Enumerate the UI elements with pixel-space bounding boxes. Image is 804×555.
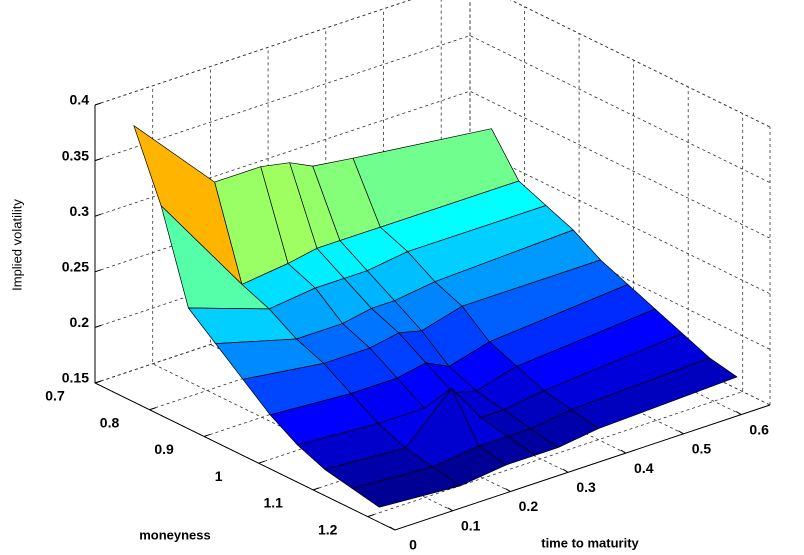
x-tick-label: 0.5 <box>692 441 712 457</box>
z-tick-label: 0.4 <box>70 92 90 108</box>
z-tick-label: 0.2 <box>70 314 90 330</box>
x-axis-label: time to maturity <box>541 535 639 550</box>
y-tick <box>258 460 265 464</box>
y-tick-label: 0.9 <box>154 441 174 457</box>
z-tick-label: 0.35 <box>62 147 89 163</box>
grid-line <box>94 201 771 350</box>
z-tick <box>94 213 102 217</box>
box-edge <box>94 0 771 128</box>
y-tick-label: 1.1 <box>263 495 283 511</box>
z-tick <box>94 102 102 106</box>
grid-line <box>94 146 771 295</box>
y-tick <box>367 514 374 518</box>
x-tick-label: 0.3 <box>576 479 596 495</box>
x-tick-label: 0 <box>409 537 417 553</box>
x-tick <box>505 488 511 492</box>
x-tick-label: 0.2 <box>519 498 539 514</box>
x-tick <box>447 507 453 512</box>
z-tick <box>94 158 102 162</box>
surface-face <box>351 466 461 508</box>
y-tick-label: 0.7 <box>45 388 65 404</box>
x-tick-label: 0.4 <box>634 460 654 476</box>
x-tick <box>562 468 569 473</box>
y-tick-label: 1 <box>215 468 223 484</box>
grid-line <box>94 35 771 183</box>
z-tick-label: 0.3 <box>70 203 90 219</box>
y-tick-label: 1.2 <box>318 521 338 537</box>
y-tick <box>149 407 156 411</box>
x-tick <box>620 449 627 454</box>
axis-line <box>94 105 771 531</box>
x-tick <box>678 430 684 435</box>
y-tick <box>94 380 102 384</box>
y-tick-label: 0.8 <box>100 414 120 430</box>
x-tick-label: 0.1 <box>461 517 481 533</box>
x-tick <box>735 411 742 416</box>
z-tick <box>94 269 102 273</box>
z-axis-label: Implied volatility <box>9 199 24 291</box>
z-tick-label: 0.15 <box>62 370 89 386</box>
y-tick <box>313 487 320 491</box>
x-tick-label: 0.6 <box>749 421 769 437</box>
grid-line <box>94 90 771 239</box>
grid-line <box>94 0 771 128</box>
y-axis-label: moneyness <box>139 527 211 542</box>
x-tick <box>389 526 396 531</box>
z-tick <box>94 324 102 328</box>
y-tick <box>203 433 211 437</box>
z-tick-label: 0.25 <box>62 259 89 275</box>
